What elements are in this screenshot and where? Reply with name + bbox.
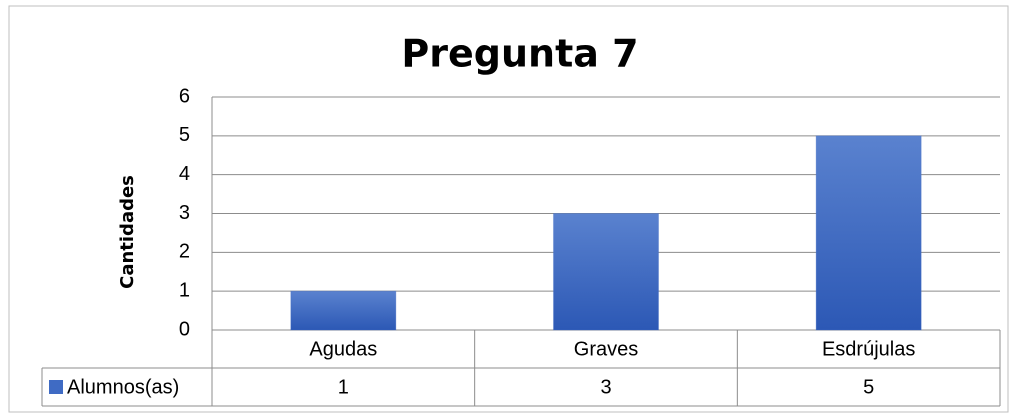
bar: [552, 213, 660, 331]
y-tick-label: 2: [179, 241, 190, 263]
table-value: 1: [338, 376, 349, 398]
chart-title: Pregunta 7: [401, 32, 638, 76]
legend-swatch: [49, 380, 63, 394]
x-tick-label: Graves: [574, 338, 638, 360]
x-tick-label: Esdrújulas: [822, 338, 915, 360]
bar: [815, 135, 922, 331]
y-tick-label: 6: [179, 85, 190, 107]
y-tick-label: 3: [179, 202, 190, 224]
bar: [290, 290, 397, 331]
table-value: 3: [600, 376, 611, 398]
table-value: 5: [863, 376, 874, 398]
y-tick-label: 1: [179, 279, 190, 301]
y-tick-label: 5: [179, 124, 190, 146]
x-tick-label: Agudas: [309, 338, 377, 360]
y-axis-label: Cantidades: [117, 175, 138, 289]
y-tick-label: 4: [179, 163, 190, 185]
y-tick-label: 0: [179, 318, 190, 340]
legend-label: Alumnos(as): [67, 376, 179, 398]
